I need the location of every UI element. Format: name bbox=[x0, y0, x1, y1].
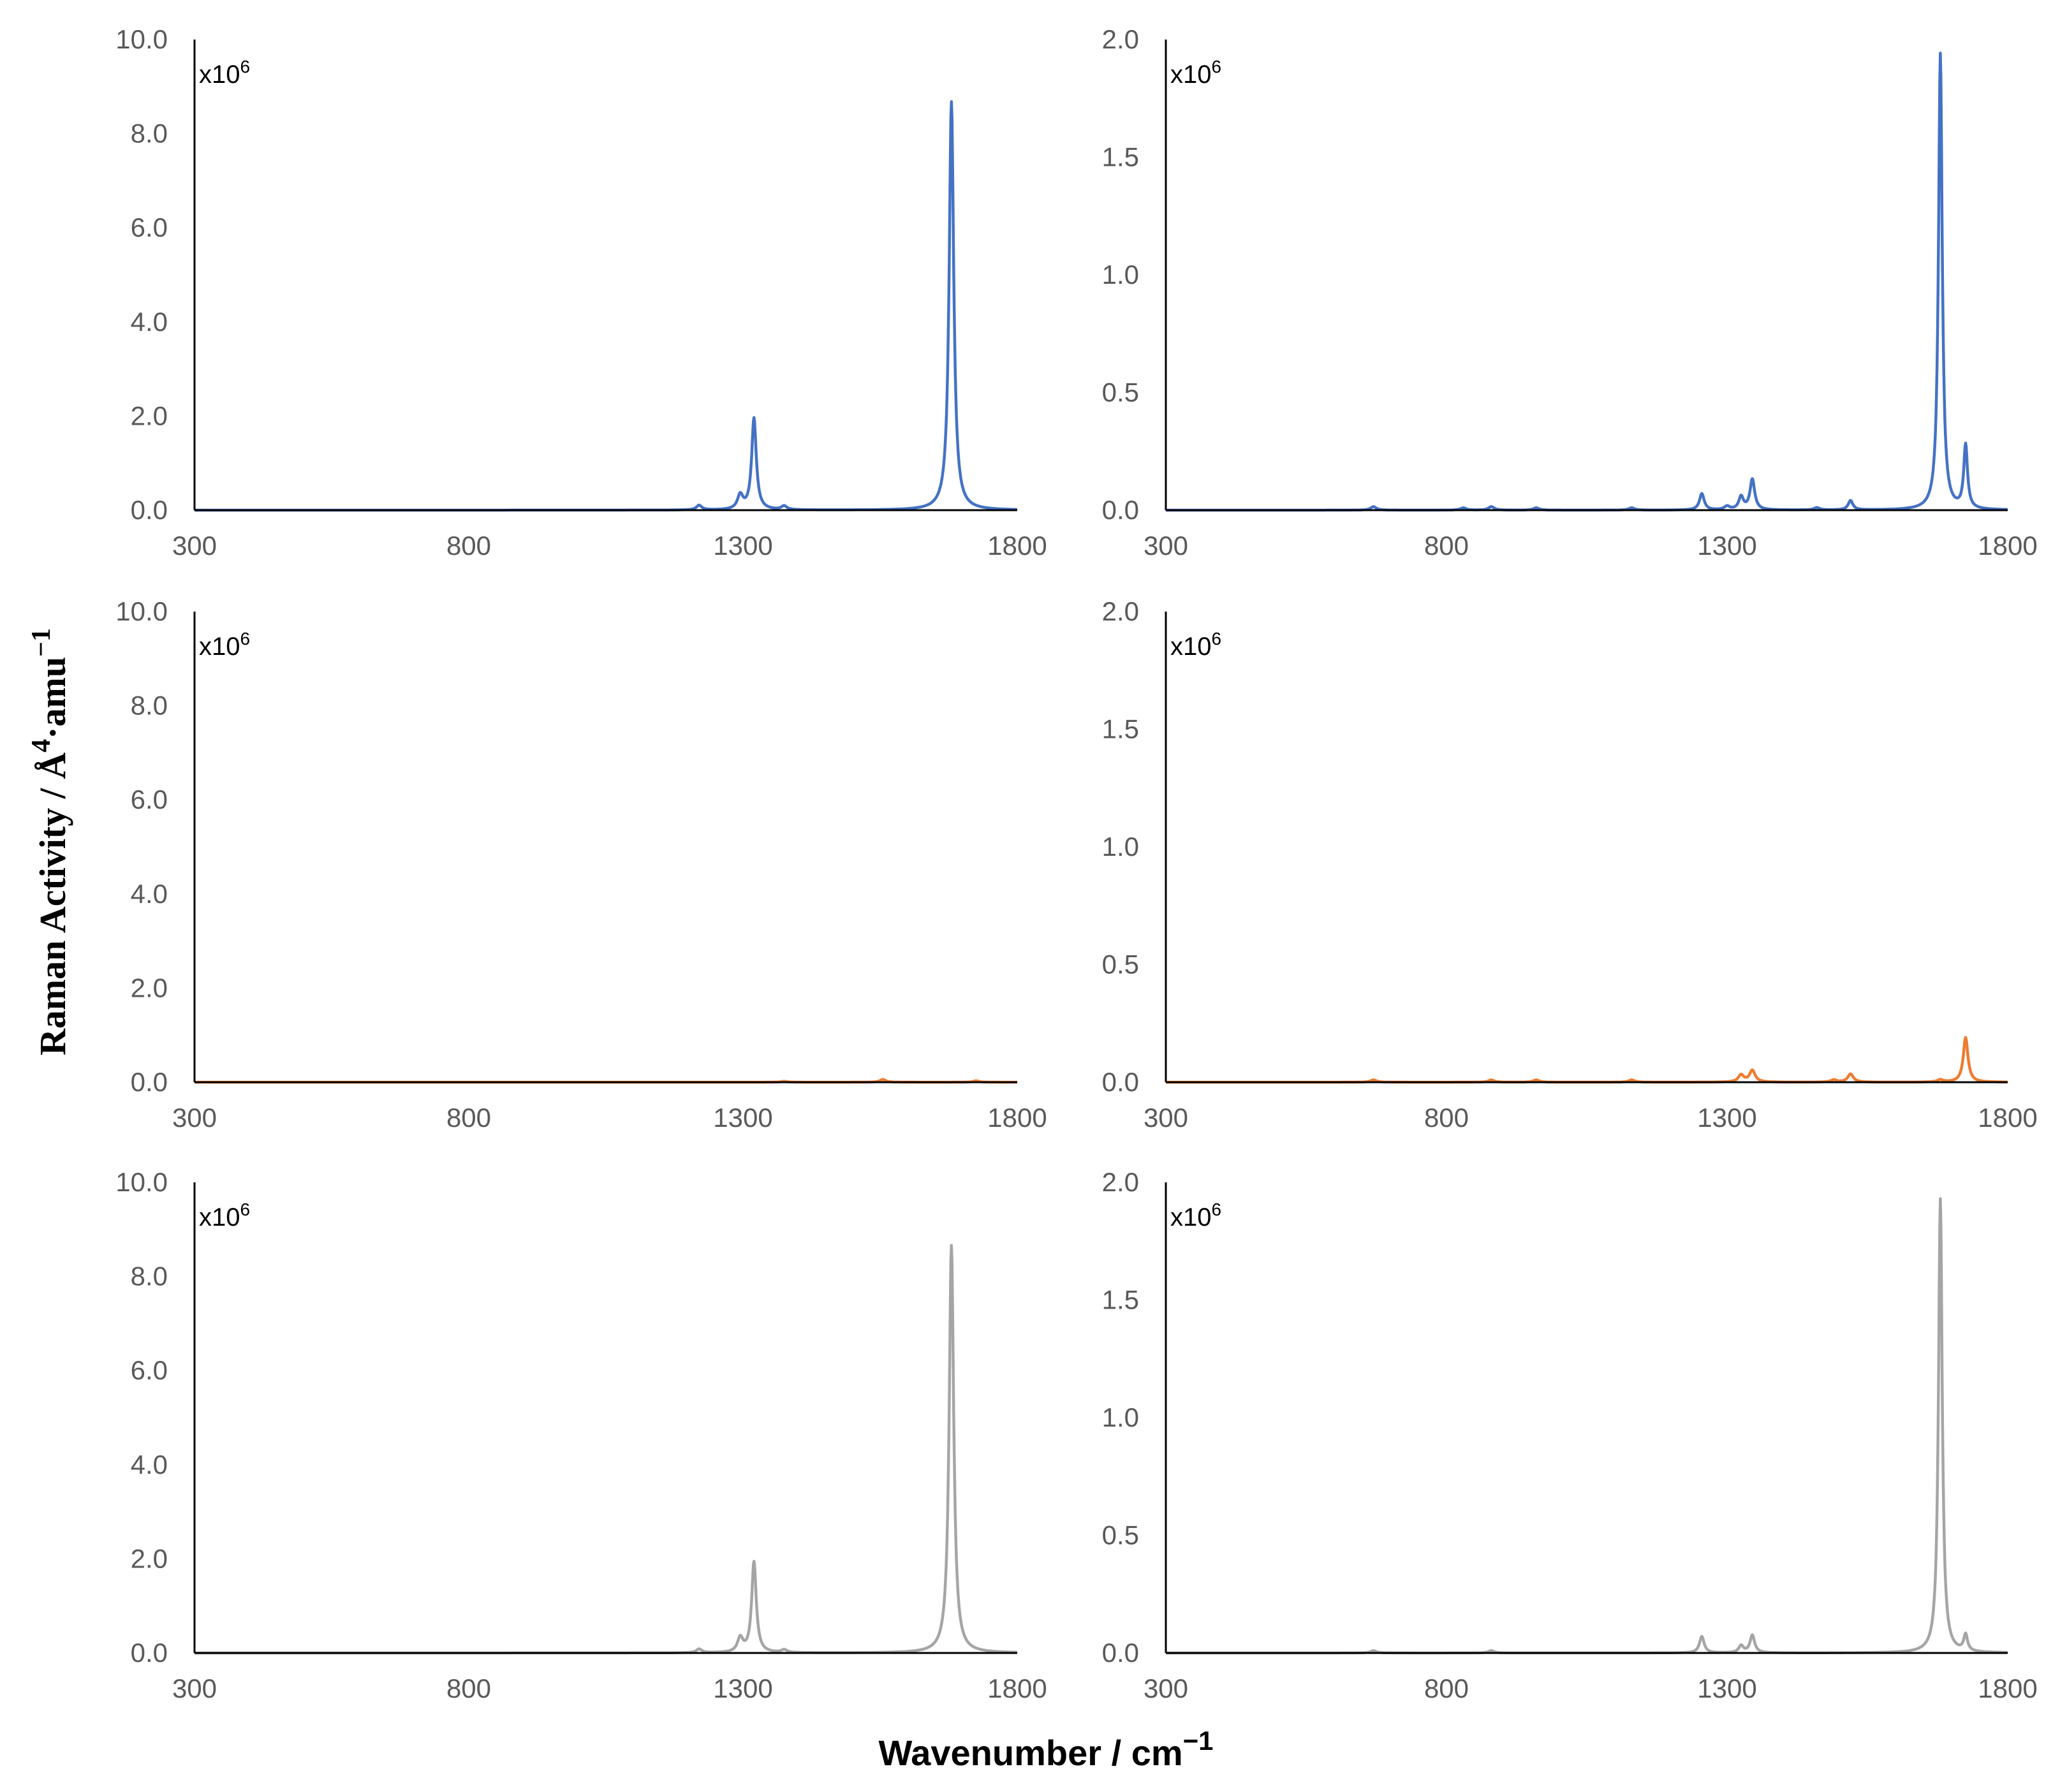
y-tick-label: 2.0 bbox=[131, 973, 168, 1002]
y-tick-label: 1.5 bbox=[1102, 142, 1139, 172]
y-tick-label: 10.0 bbox=[115, 596, 168, 626]
y-tick-label: 0.0 bbox=[1102, 1638, 1139, 1668]
x-tick-label: 1300 bbox=[713, 1673, 772, 1703]
series-line bbox=[1165, 1036, 2009, 1084]
y-tick-label: 0.0 bbox=[131, 1067, 168, 1097]
chart-panel-row2-left: 0.0 2.0 4.0 6.0 8.0 10.0 300 800 1300 1800 x106 bbox=[115, 596, 1047, 1133]
x-tick-label: 300 bbox=[1144, 531, 1188, 561]
x-tick-label: 1300 bbox=[1697, 1673, 1756, 1703]
y-tick-label: 2.0 bbox=[1102, 596, 1139, 626]
y-tick-label: 0.0 bbox=[131, 1638, 168, 1668]
y-tick-label: 4.0 bbox=[131, 879, 168, 909]
x-tick-label: 1800 bbox=[1978, 531, 2037, 561]
y-tick-label: 0.5 bbox=[1102, 950, 1139, 980]
x-tick-label: 1800 bbox=[1978, 1673, 2037, 1703]
y-tick-label: 8.0 bbox=[131, 1261, 168, 1291]
scale-multiplier-label: x106 bbox=[199, 57, 250, 89]
y-tick-label: 6.0 bbox=[131, 212, 168, 242]
scale-multiplier-label: x106 bbox=[1170, 1200, 1221, 1231]
x-tick-label: 1800 bbox=[987, 1673, 1047, 1703]
series-line bbox=[193, 1244, 1019, 1655]
y-tick-label: 8.0 bbox=[131, 119, 168, 149]
x-tick-label: 300 bbox=[172, 531, 217, 561]
series-line bbox=[193, 100, 1019, 512]
y-tick-label: 0.5 bbox=[1102, 1520, 1139, 1550]
x-tick-label: 300 bbox=[1144, 1103, 1188, 1133]
y-tick-label: 1.5 bbox=[1102, 1285, 1139, 1315]
x-tick-label: 300 bbox=[1144, 1673, 1188, 1703]
scale-multiplier-label: x106 bbox=[1170, 629, 1221, 661]
y-tick-label: 0.5 bbox=[1102, 378, 1139, 408]
x-tick-label: 800 bbox=[1424, 531, 1469, 561]
y-tick-label: 4.0 bbox=[131, 1450, 168, 1480]
x-axis-label: Wavenumber / cm−1 bbox=[878, 1726, 1213, 1773]
y-tick-label: 10.0 bbox=[115, 24, 168, 54]
series-line bbox=[1165, 52, 2009, 512]
x-tick-label: 1300 bbox=[713, 1103, 772, 1133]
scale-multiplier-label: x106 bbox=[199, 1200, 250, 1231]
x-tick-label: 300 bbox=[172, 1103, 217, 1133]
x-tick-label: 1300 bbox=[1697, 531, 1756, 561]
x-tick-label: 1800 bbox=[987, 531, 1047, 561]
y-tick-label: 2.0 bbox=[1102, 24, 1139, 54]
y-tick-label: 1.0 bbox=[1102, 260, 1139, 290]
y-tick-label: 4.0 bbox=[131, 307, 168, 337]
y-tick-label: 10.0 bbox=[115, 1167, 168, 1197]
y-tick-label: 1.0 bbox=[1102, 1402, 1139, 1432]
x-tick-label: 1800 bbox=[987, 1103, 1047, 1133]
x-tick-label: 1300 bbox=[1697, 1103, 1756, 1133]
y-tick-label: 6.0 bbox=[131, 1355, 168, 1385]
y-tick-label: 0.0 bbox=[1102, 1067, 1139, 1097]
series-line bbox=[1165, 1197, 2009, 1655]
y-tick-label: 1.5 bbox=[1102, 714, 1139, 744]
x-tick-label: 1300 bbox=[713, 531, 772, 561]
x-tick-label: 1800 bbox=[1978, 1103, 2037, 1133]
y-tick-label: 0.0 bbox=[1102, 495, 1139, 525]
x-tick-label: 300 bbox=[172, 1673, 217, 1703]
x-tick-label: 800 bbox=[1424, 1673, 1469, 1703]
chart-panel-row2-right: 0.0 0.5 1.0 1.5 2.0 300 800 1300 1800 x106 bbox=[1102, 596, 2038, 1133]
scale-multiplier-label: x106 bbox=[199, 629, 250, 661]
y-tick-label: 1.0 bbox=[1102, 832, 1139, 862]
chart-panel-row3-left: 0.0 2.0 4.0 6.0 8.0 10.0 300 800 1300 1800 x106 bbox=[115, 1167, 1047, 1703]
y-tick-label: 0.0 bbox=[131, 495, 168, 525]
scale-multiplier-label: x106 bbox=[1170, 57, 1221, 89]
y-tick-label: 2.0 bbox=[1102, 1167, 1139, 1197]
chart-panel-row3-right: 0.0 0.5 1.0 1.5 2.0 300 800 1300 1800 x106 bbox=[1102, 1167, 2038, 1703]
y-tick-label: 2.0 bbox=[131, 400, 168, 430]
y-tick-label: 8.0 bbox=[131, 691, 168, 721]
x-tick-label: 800 bbox=[446, 1673, 491, 1703]
chart-panel-row1-right: 0.0 0.5 1.0 1.5 2.0 300 800 1300 1800 x106 bbox=[1102, 24, 2038, 561]
x-tick-label: 800 bbox=[1424, 1103, 1469, 1133]
y-tick-label: 2.0 bbox=[131, 1543, 168, 1573]
y-axis-label: Raman Activity / Å4·amu−1 bbox=[27, 628, 73, 1055]
x-tick-label: 800 bbox=[446, 531, 491, 561]
chart-panel-row1-left: 0.0 2.0 4.0 6.0 8.0 10.0 300 800 1300 1800 x106 bbox=[115, 24, 1047, 561]
y-tick-label: 6.0 bbox=[131, 784, 168, 814]
x-tick-label: 800 bbox=[446, 1103, 491, 1133]
